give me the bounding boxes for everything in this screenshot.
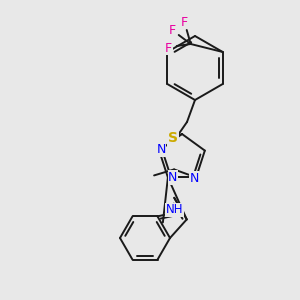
Text: N: N: [168, 171, 178, 184]
Text: S: S: [168, 131, 178, 145]
Text: N: N: [157, 143, 166, 156]
Text: F: F: [181, 16, 188, 28]
Text: NH: NH: [166, 203, 183, 216]
Text: N: N: [189, 172, 199, 185]
Text: F: F: [169, 23, 176, 37]
Text: F: F: [165, 41, 172, 55]
